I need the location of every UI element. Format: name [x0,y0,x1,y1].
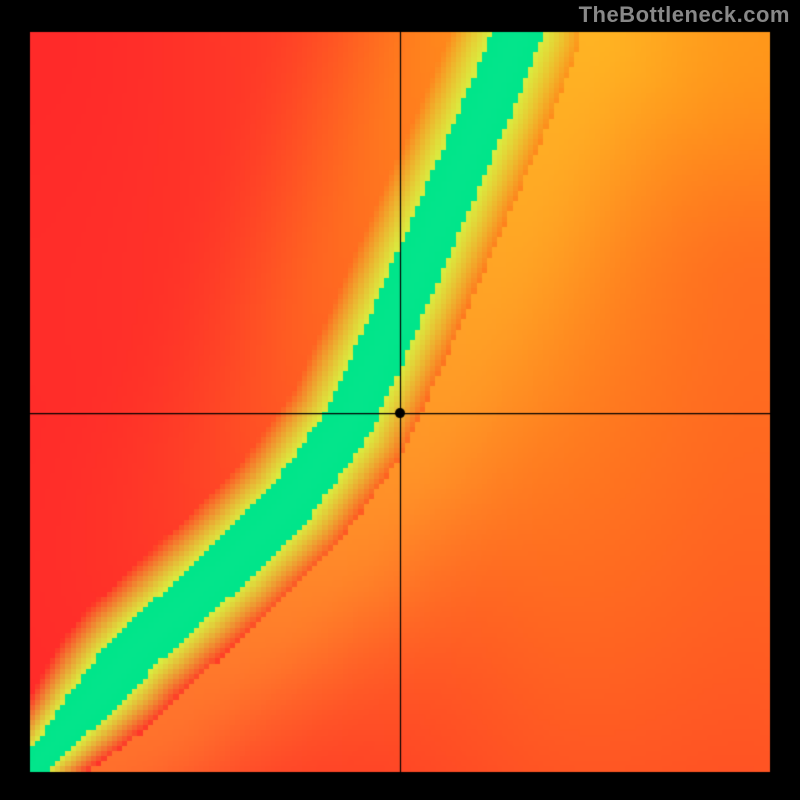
bottleneck-heatmap-canvas [0,0,800,800]
brand-watermark: TheBottleneck.com [579,2,790,28]
root: TheBottleneck.com [0,0,800,800]
